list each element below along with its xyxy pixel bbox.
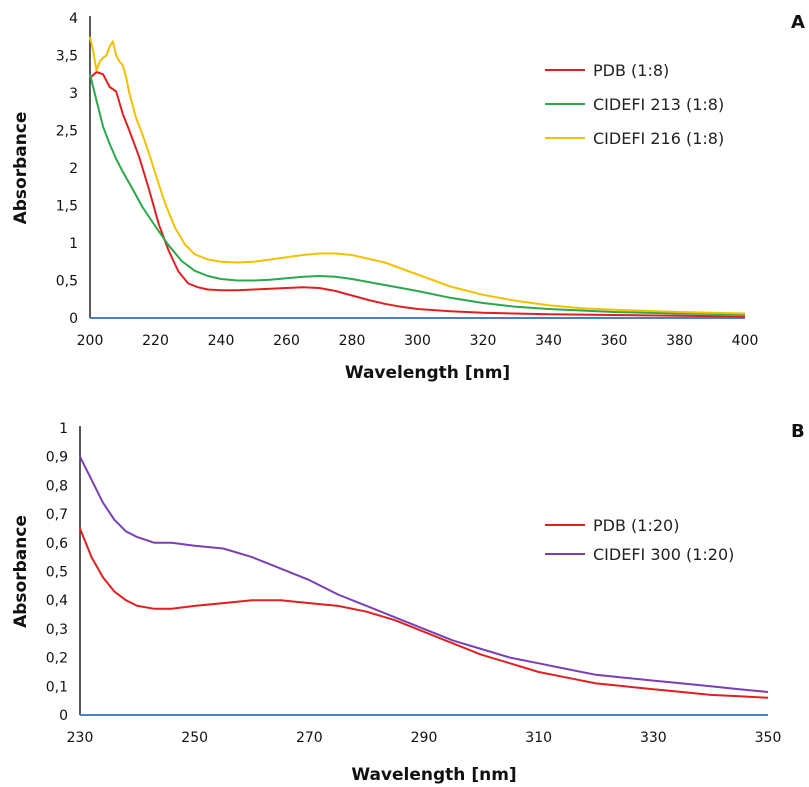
series-line-2 [89,74,746,316]
y-tick-label: 4 [69,11,78,27]
y-tick-label: 0,5 [56,274,78,290]
y-tick-label: 0,4 [46,593,68,609]
x-tick-label: 310 [525,730,552,746]
x-tick-label: 330 [640,730,667,746]
y-tick-label: 0,5 [46,565,68,581]
x-axis-title: Wavelength [nm] [351,765,516,785]
series-line-3 [89,36,746,315]
series-line-1 [89,71,746,318]
panel-label: B [791,421,805,442]
y-axis-title: Absorbance [11,515,31,628]
chart-panel-a: 0 0,5 1 1,5 2 2,5 3 3,5 4 200 220 240 260 280 300 320 34… [11,11,805,383]
x-tick-label: 300 [404,333,431,349]
legend-label: PDB (1:8) [593,61,669,80]
x-tick-label: 230 [67,730,94,746]
x-axis-title: Wavelength [nm] [345,363,510,383]
legend-label: CIDEFI 216 (1:8) [593,129,724,148]
x-tick-label: 320 [470,333,497,349]
legend-label: CIDEFI 213 (1:8) [593,95,724,114]
y-tick-label: 0,1 [46,679,68,695]
y-tick-label: 0,6 [46,536,68,552]
x-tick-label: 380 [666,333,693,349]
y-tick-label: 1,5 [56,199,78,215]
y-axis-title: Absorbance [11,112,31,225]
y-tick-label: 3 [69,86,78,102]
x-tick-label: 240 [208,333,235,349]
x-tick-label: 360 [601,333,628,349]
y-tick-label: 0 [59,708,68,724]
y-tick-label: 0 [69,311,78,327]
chart-panel-b: 0 0,1 0,2 0,3 0,4 0,5 0,6 0,7 0,8 0,9 1 230 250 270 29… [11,421,805,785]
series-line-2 [79,456,769,693]
y-tick-label: 0,3 [46,622,68,638]
x-tick-label: 260 [273,333,300,349]
panel-label: A [791,12,805,33]
series-line-1 [79,528,769,699]
x-tick-label: 400 [732,333,759,349]
x-tick-label: 270 [296,730,323,746]
y-tick-label: 1 [59,421,68,437]
x-tick-label: 350 [755,730,782,746]
y-tick-label: 0,8 [46,478,68,494]
x-tick-label: 280 [339,333,366,349]
y-tick-label: 2 [69,161,78,177]
y-tick-label: 2,5 [56,124,78,140]
legend-label: PDB (1:20) [593,516,679,535]
y-tick-label: 0,7 [46,507,68,523]
y-tick-label: 0,9 [46,450,68,466]
y-tick-label: 1 [69,236,78,252]
legend-label: CIDEFI 300 (1:20) [593,545,734,564]
y-tick-label: 0,2 [46,651,68,667]
y-tick-label: 3,5 [56,49,78,65]
x-tick-label: 200 [77,333,104,349]
x-tick-label: 340 [535,333,562,349]
x-tick-label: 290 [411,730,438,746]
x-tick-label: 250 [181,730,208,746]
x-tick-label: 220 [142,333,169,349]
